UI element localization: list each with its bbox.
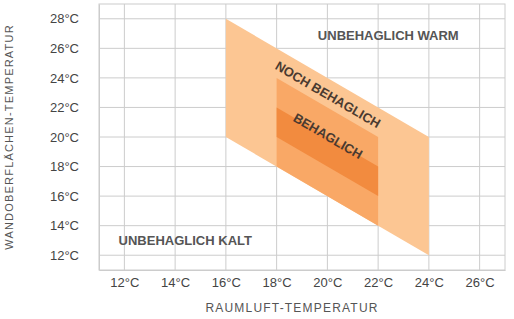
y-axis: 12°C 14°C 16°C 18°C 20°C 22°C 24°C 26°C 28°C <box>50 5 100 271</box>
y-axis-title: WANDOBERFLÄCHEN-TEMPERATUR <box>3 24 15 250</box>
y-tick-label: 12°C <box>50 248 79 263</box>
y-tick-label: 24°C <box>50 71 79 86</box>
x-tick: 18°C <box>263 270 292 290</box>
y-tick-label: 14°C <box>50 218 79 233</box>
grid-line-y <box>99 255 505 256</box>
y-axis-line <box>99 5 100 271</box>
y-tick: 22°C <box>50 100 99 115</box>
y-tick: 20°C <box>50 130 99 145</box>
y-tick-label: 28°C <box>50 11 79 26</box>
grid-line-y <box>99 18 505 19</box>
plot-frame <box>99 4 505 270</box>
region-label: NOCH BEHAGLICH <box>273 58 384 131</box>
x-tick-label: 22°C <box>364 275 393 290</box>
x-tick: 12°C <box>110 270 139 290</box>
y-tick-label: 26°C <box>50 41 79 56</box>
x-tick-label: 24°C <box>415 275 444 290</box>
chart: 12°C 14°C 16°C 18°C 20°C 22°C 24°C 26°C 12°C 14°C… <box>0 0 514 319</box>
region-labels: NOCH BEHAGLICHBEHAGLICH <box>273 58 384 162</box>
y-tick: 12°C <box>50 248 99 263</box>
grid <box>99 4 505 270</box>
y-tick: 26°C <box>50 41 99 56</box>
x-tick: 26°C <box>466 270 495 290</box>
y-tick-label: 22°C <box>50 100 79 115</box>
region <box>226 19 429 255</box>
grid-line-y <box>99 196 505 197</box>
y-tick: 14°C <box>50 218 99 233</box>
annotations: UNBEHAGLICH WARM UNBEHAGLICH KALT <box>119 28 459 248</box>
region-label: BEHAGLICH <box>291 110 365 162</box>
x-tick: 22°C <box>364 270 393 290</box>
y-tick: 18°C <box>50 159 99 174</box>
x-tick-label: 14°C <box>161 275 190 290</box>
x-tick-label: 26°C <box>466 275 495 290</box>
x-tick-label: 12°C <box>110 275 139 290</box>
y-tick-label: 18°C <box>50 159 79 174</box>
x-tick: 14°C <box>161 270 190 290</box>
x-axis: 12°C 14°C 16°C 18°C 20°C 22°C 24°C 26°C <box>100 270 506 290</box>
x-tick: 24°C <box>415 270 444 290</box>
y-tick: 16°C <box>50 189 99 204</box>
x-tick: 20°C <box>313 270 342 290</box>
x-axis-title: RAUMLUFT-TEMPERATUR <box>205 301 378 315</box>
x-tick-label: 16°C <box>212 275 241 290</box>
x-tick-label: 18°C <box>263 275 292 290</box>
annotation: UNBEHAGLICH WARM <box>318 28 459 43</box>
y-tick: 24°C <box>50 71 99 86</box>
regions <box>226 19 429 255</box>
y-tick-label: 16°C <box>50 189 79 204</box>
x-tick-label: 20°C <box>313 275 342 290</box>
x-axis-line <box>100 270 506 271</box>
x-tick: 16°C <box>212 270 241 290</box>
y-tick: 28°C <box>50 11 99 26</box>
grid-line-y <box>99 48 505 49</box>
annotation: UNBEHAGLICH KALT <box>119 233 252 248</box>
grid-line-y <box>99 225 505 226</box>
y-tick-label: 20°C <box>50 130 79 145</box>
